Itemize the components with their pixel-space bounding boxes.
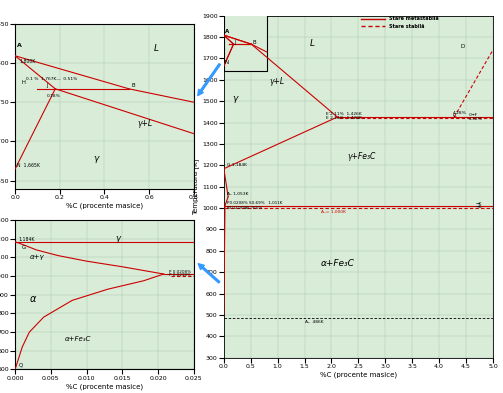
Text: B: B bbox=[131, 83, 135, 88]
Text: A₀  486K: A₀ 486K bbox=[304, 320, 323, 324]
Bar bbox=[224, 14, 267, 71]
Text: L: L bbox=[310, 39, 315, 48]
Text: P0.0218%: P0.0218% bbox=[226, 206, 247, 210]
Text: A₁ 1,053K: A₁ 1,053K bbox=[226, 192, 248, 196]
Text: 4.28%: 4.28% bbox=[453, 111, 466, 115]
Text: A₁= 1,000K: A₁= 1,000K bbox=[321, 210, 346, 215]
Text: →K: →K bbox=[476, 202, 482, 206]
Text: Stare metastabilă: Stare metastabilă bbox=[389, 17, 439, 22]
Text: 0.18%: 0.18% bbox=[46, 94, 60, 99]
Text: A: A bbox=[17, 43, 22, 48]
Text: α: α bbox=[29, 294, 36, 304]
Text: L: L bbox=[153, 44, 158, 53]
Text: Q: Q bbox=[19, 363, 23, 367]
Text: γ+Fe₃C: γ+Fe₃C bbox=[348, 152, 376, 161]
Text: E 2.14%  1,420K: E 2.14% 1,420K bbox=[326, 116, 362, 120]
Text: P 0.0218%: P 0.0218% bbox=[169, 274, 191, 277]
Text: α+γ: α+γ bbox=[29, 254, 44, 260]
Text: 1,184K: 1,184K bbox=[19, 237, 35, 242]
Text: G 1,184K: G 1,184K bbox=[226, 163, 246, 167]
Text: γ+L: γ+L bbox=[138, 119, 153, 128]
Text: γ: γ bbox=[93, 154, 99, 163]
Text: α+Fe₃C: α+Fe₃C bbox=[321, 259, 355, 268]
Text: →K: →K bbox=[476, 206, 482, 209]
Text: D: D bbox=[461, 44, 465, 49]
Text: S0.765%: S0.765% bbox=[244, 206, 263, 210]
Text: Stare stabilă: Stare stabilă bbox=[389, 24, 425, 29]
Text: γ+L: γ+L bbox=[270, 77, 285, 86]
Text: B: B bbox=[253, 40, 256, 44]
Text: C: C bbox=[453, 112, 456, 118]
Text: γ: γ bbox=[232, 94, 237, 103]
Text: P0.0208% S0.69%   1,011K: P0.0208% S0.69% 1,011K bbox=[226, 201, 282, 205]
Text: γ: γ bbox=[115, 233, 120, 242]
Text: C→F: C→F bbox=[469, 113, 478, 117]
Text: E'2.11%  1,426K: E'2.11% 1,426K bbox=[326, 112, 362, 116]
Text: J: J bbox=[234, 40, 236, 45]
Text: P 0.0208%: P 0.0208% bbox=[169, 270, 191, 274]
Text: 0.1 %  1,767K―  0.51%: 0.1 % 1,767K― 0.51% bbox=[26, 77, 77, 81]
Text: N  1,665K: N 1,665K bbox=[17, 163, 40, 168]
Text: α+Fe₃C: α+Fe₃C bbox=[65, 336, 92, 342]
Text: H: H bbox=[22, 80, 26, 85]
Text: 1,800K: 1,800K bbox=[20, 59, 36, 64]
X-axis label: %C (procente masice): %C (procente masice) bbox=[320, 372, 397, 378]
Text: J: J bbox=[46, 83, 48, 88]
Text: A: A bbox=[225, 29, 229, 34]
X-axis label: %C (procente masice): %C (procente masice) bbox=[66, 203, 143, 209]
Y-axis label: Temperatura [K]: Temperatura [K] bbox=[193, 158, 199, 215]
Text: G: G bbox=[22, 245, 27, 250]
Text: N: N bbox=[225, 61, 229, 66]
Text: 4.32%: 4.32% bbox=[469, 117, 482, 121]
X-axis label: %C (procente masice): %C (procente masice) bbox=[66, 384, 143, 390]
